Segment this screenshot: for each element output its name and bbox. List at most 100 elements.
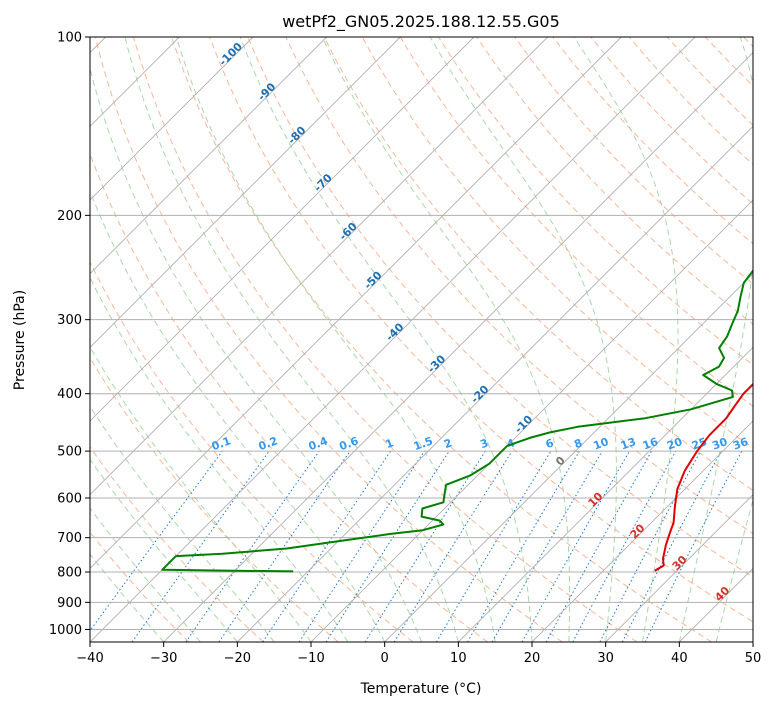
y-tick-label-900: 900 [57, 596, 82, 611]
dry-adiabat-30 [132, 37, 638, 642]
mixing-ratio-label-12: 13 [619, 435, 638, 452]
line-labels: 0.1 0.2 0.4 0.6 1 1.5 2 3 4 6 8 10 13 16 20 25 30 36-100-… [210, 40, 750, 604]
profile-series [161, 269, 753, 573]
mixing-ratio-label-4: 1 [384, 436, 396, 451]
isotherm--40 [90, 37, 696, 642]
mixing-ratio-label-17: 36 [731, 435, 750, 453]
plot-frame [89, 36, 754, 643]
mixing-ratio-label-14: 20 [665, 435, 684, 453]
mixing-ratio-line-6 [325, 450, 450, 642]
isotherm--10 [310, 199, 753, 642]
dry-adiabats [90, 37, 753, 642]
dry-adiabat-40 [171, 37, 712, 642]
isotherm--90 [90, 37, 327, 275]
mixing-ratio-lines [90, 450, 743, 642]
moist-adiabat--30 [90, 553, 165, 642]
dry-adiabat-120 [476, 37, 753, 325]
x-tick-label-0: 0 [381, 651, 389, 666]
x-axis-label: Temperature (°C) [360, 681, 482, 697]
mixing-ratio-label-10: 8 [572, 436, 584, 451]
x-axis: −40 −30 −20 −10 0 10 20 30 40 50 [76, 642, 761, 666]
mixing-ratio-line-3 [218, 450, 351, 642]
moist-adiabat--20 [90, 458, 238, 642]
isotherm-0 [384, 273, 753, 642]
mixing-ratio-label-2: 0.4 [307, 434, 330, 453]
isobars [90, 37, 753, 630]
y-tick-label-100: 100 [57, 31, 82, 46]
moist-adiabat--25 [90, 507, 201, 642]
moist-adiabat-20 [239, 37, 533, 642]
dry-adiabat-20 [94, 37, 563, 642]
mixing-ratio-label-16: 30 [710, 435, 729, 453]
x-tick-label--10: −10 [297, 651, 324, 666]
isotherm--70 [90, 37, 475, 422]
dry-adiabat-60 [247, 37, 753, 578]
x-tick-label-20: 20 [524, 651, 541, 666]
y-tick-label-700: 700 [57, 531, 82, 546]
dry-adiabat-0 [90, 260, 414, 642]
x-tick-label-50: 50 [745, 651, 762, 666]
mixing-ratio-line-5 [298, 450, 425, 642]
x-tick-label--20: −20 [224, 651, 251, 666]
mixing-ratio-label-0: 0.1 [210, 434, 233, 453]
dry-adiabat-50 [209, 37, 753, 623]
x-tick-label-30: 30 [597, 651, 614, 666]
mixing-ratio-label-11: 10 [592, 435, 611, 453]
y-axis-label: Pressure (hPa) [12, 290, 28, 390]
moist-adiabat-5 [90, 66, 422, 642]
moist-adiabat-10 [124, 37, 459, 642]
mixing-ratio-line-12 [521, 450, 630, 642]
mixing-ratio-line-1 [131, 450, 270, 642]
plot-area: 0.1 0.2 0.4 0.6 1 1.5 2 3 4 6 8 10 13 16 20 25 30 36-100-… [90, 37, 753, 642]
y-tick-label-600: 600 [57, 492, 82, 507]
moist-adiabat-30 [429, 37, 617, 642]
moist-adiabat--5 [90, 276, 349, 642]
mixing-ratio-label-7: 3 [478, 436, 490, 451]
mixing-ratio-line-4 [262, 450, 392, 642]
temperature-line [654, 382, 753, 572]
isotherm--80 [90, 37, 401, 348]
mixing-ratio-label-5: 1.5 [412, 434, 435, 453]
y-tick-label-400: 400 [57, 387, 82, 402]
y-tick-label-500: 500 [57, 445, 82, 460]
chart-title: wetPf2_GN05.2025.188.12.55.G05 [282, 12, 560, 32]
dry-adiabat-70 [285, 37, 753, 535]
y-tick-label-800: 800 [57, 566, 82, 581]
isotherm-30 [605, 494, 753, 642]
moist-adiabat-40 [678, 37, 753, 642]
y-axis: 100 200 300 400 500 600 700 800 900 1000 [49, 31, 90, 638]
isotherm--100 [90, 37, 254, 201]
mixing-ratio-line-13 [545, 450, 653, 642]
isotherm--50 [90, 37, 622, 569]
isotherm-20 [531, 420, 753, 642]
moist-adiabat-25 [321, 37, 571, 642]
x-tick-label--40: −40 [76, 651, 103, 666]
mixing-ratio-label-6: 2 [442, 436, 454, 451]
dry-adiabat-80 [323, 37, 753, 491]
mixing-ratio-line-14 [572, 450, 677, 642]
isotherm-10 [458, 346, 753, 642]
mixing-ratio-line-2 [185, 450, 320, 642]
isotherm--30 [163, 52, 753, 642]
mixing-ratio-label-9: 6 [544, 436, 556, 451]
mixing-ratio-line-0 [90, 450, 223, 632]
dry-adiabat--10 [90, 356, 339, 642]
y-tick-label-200: 200 [57, 209, 82, 224]
mixing-ratio-label-13: 16 [641, 435, 660, 453]
moist-adiabat--15 [90, 405, 275, 642]
mixing-ratio-line-8 [393, 450, 513, 642]
dry-adiabat-130 [514, 37, 753, 285]
mixing-ratio-label-1: 0.2 [257, 434, 280, 453]
mixing-ratio-label-15: 25 [690, 435, 709, 452]
isotherm--60 [90, 37, 548, 496]
moist-adiabat-35 [573, 37, 679, 642]
isotherms [90, 37, 753, 642]
x-tick-label-40: 40 [671, 651, 688, 666]
moist-adiabat-0 [90, 189, 386, 642]
y-tick-label-300: 300 [57, 313, 82, 328]
x-tick-label--30: −30 [150, 651, 177, 666]
dewpoint-line [161, 269, 753, 573]
x-tick-label-10: 10 [450, 651, 467, 666]
y-tick-label-1000: 1000 [49, 623, 82, 638]
